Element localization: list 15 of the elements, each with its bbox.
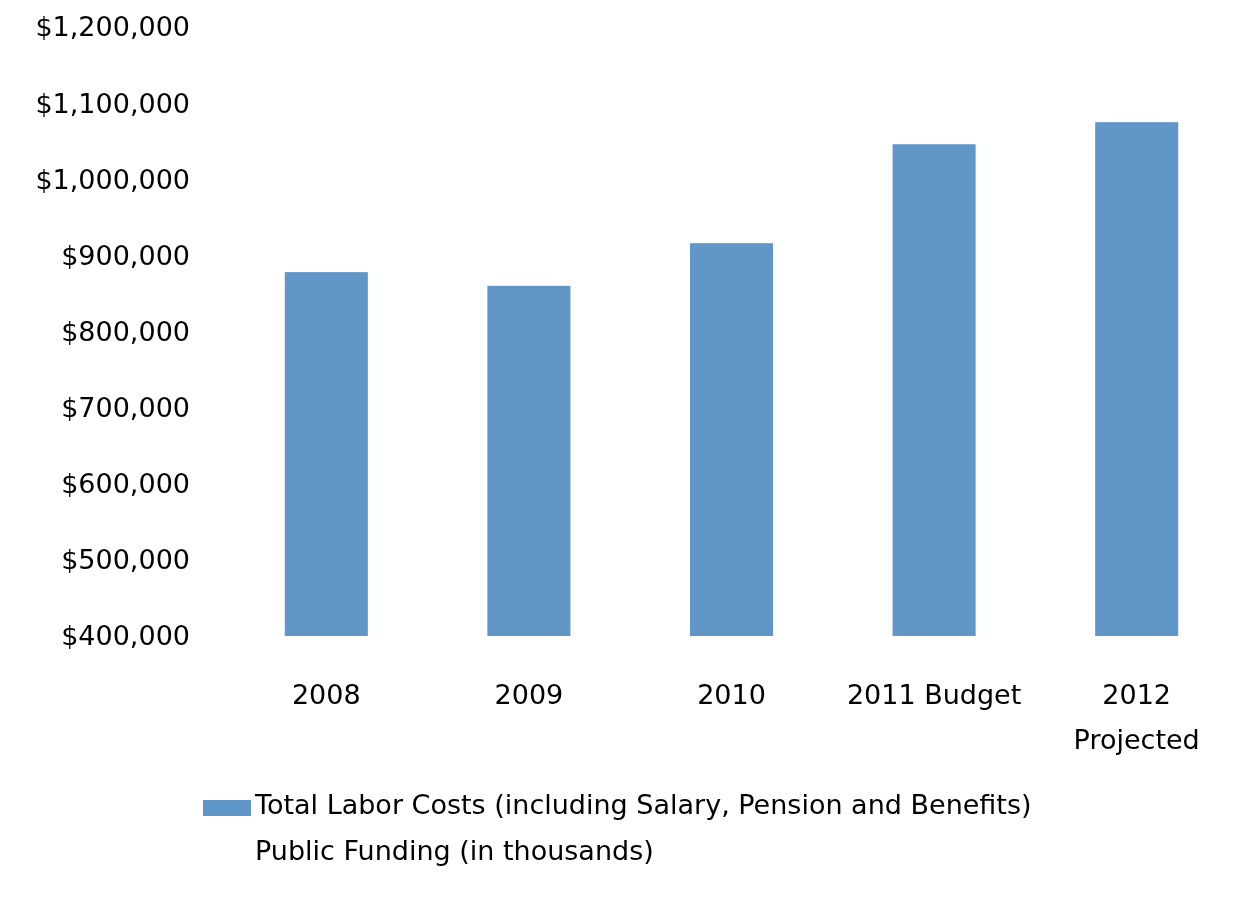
y-tick-label: $900,000	[61, 239, 190, 271]
x-tick-label: 2012 Projected	[1073, 679, 1200, 755]
x-tick-label: 2011 Budget	[846, 679, 1022, 710]
y-tick-label: $1,000,000	[35, 163, 190, 195]
y-tick-label: $700,000	[61, 392, 190, 424]
y-tick-label: $1,200,000	[35, 11, 190, 43]
y-tick-label: $400,000	[61, 620, 190, 652]
y-tick-label: $600,000	[61, 468, 190, 500]
x-tick-label: 2008	[291, 679, 361, 710]
x-tick-label: 2009	[494, 679, 564, 710]
y-tick-label: $1,100,000	[35, 87, 190, 119]
y-tick-label: $500,000	[61, 544, 190, 576]
y-tick-label: $800,000	[61, 315, 190, 347]
legend-label: Total Labor Costs (including Salary, Pension and Benefits) Public Funding (in thousands)	[254, 789, 1032, 866]
x-tick-label: 2010	[697, 679, 766, 710]
